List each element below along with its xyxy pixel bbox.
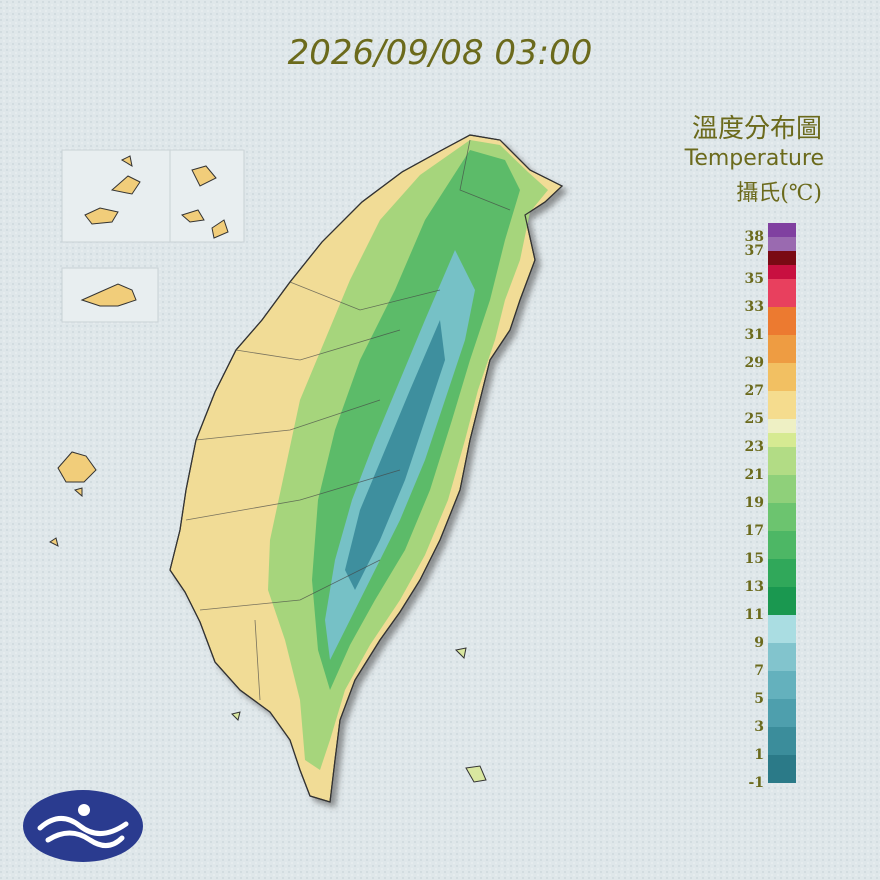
legend-band: [768, 265, 796, 279]
legend-tick-label: -1: [748, 775, 764, 791]
legend-band: [768, 671, 796, 699]
legend-subtitle: Temperature: [684, 146, 824, 171]
legend-tick-label: 17: [745, 523, 764, 539]
legend-tick-label: 33: [745, 299, 764, 315]
legend-band: [768, 433, 796, 447]
legend-tick-label: 3: [754, 719, 764, 735]
legend-tick-label: 21: [745, 467, 764, 483]
legend-band: [768, 615, 796, 643]
map-title: 2026/09/08 03:00: [288, 33, 593, 73]
legend-band: [768, 391, 796, 419]
legend-tick-label: 23: [745, 439, 764, 455]
legend-band: [768, 251, 796, 265]
legend-band: [768, 279, 796, 307]
legend-band: [768, 307, 796, 335]
legend-band: [768, 223, 796, 237]
legend-tick-label: 5: [754, 691, 764, 707]
legend-band: [768, 699, 796, 727]
legend-band: [768, 755, 796, 783]
legend-band: [768, 237, 796, 251]
legend-tick-label: 25: [745, 411, 764, 427]
inset-islands: [49, 149, 487, 783]
legend: 溫度分布圖 Temperature 攝氏(℃) 3837353331292725…: [684, 114, 824, 791]
terrain: [169, 134, 564, 803]
legend-band: [768, 447, 796, 475]
legend-tick-label: 29: [745, 355, 764, 371]
logo: [23, 790, 143, 862]
legend-tick-label: 38: [745, 229, 764, 245]
legend-tick-label: 13: [745, 579, 764, 595]
legend-tick-label: 19: [745, 495, 764, 511]
legend-tick-label: 31: [745, 327, 764, 343]
legend-tick-label: 9: [754, 635, 764, 651]
legend-tick-label: 27: [745, 383, 764, 399]
legend-band: [768, 531, 796, 559]
legend-band: [768, 419, 796, 433]
legend-tick-label: 37: [745, 243, 764, 259]
legend-tick-label: 15: [745, 551, 764, 567]
legend-band: [768, 335, 796, 363]
legend-band: [768, 559, 796, 587]
legend-tick-label: 1: [754, 747, 764, 763]
legend-band: [768, 475, 796, 503]
legend-band: [768, 363, 796, 391]
legend-title: 溫度分布圖: [692, 114, 822, 144]
legend-band: [768, 727, 796, 755]
legend-band: [768, 587, 796, 615]
legend-tick-label: 11: [745, 607, 764, 623]
legend-tick-label: 7: [754, 663, 764, 679]
legend-band: [768, 643, 796, 671]
legend-tick-label: 35: [745, 271, 764, 287]
legend-band: [768, 503, 796, 531]
legend-unit: 攝氏(℃): [736, 181, 822, 206]
